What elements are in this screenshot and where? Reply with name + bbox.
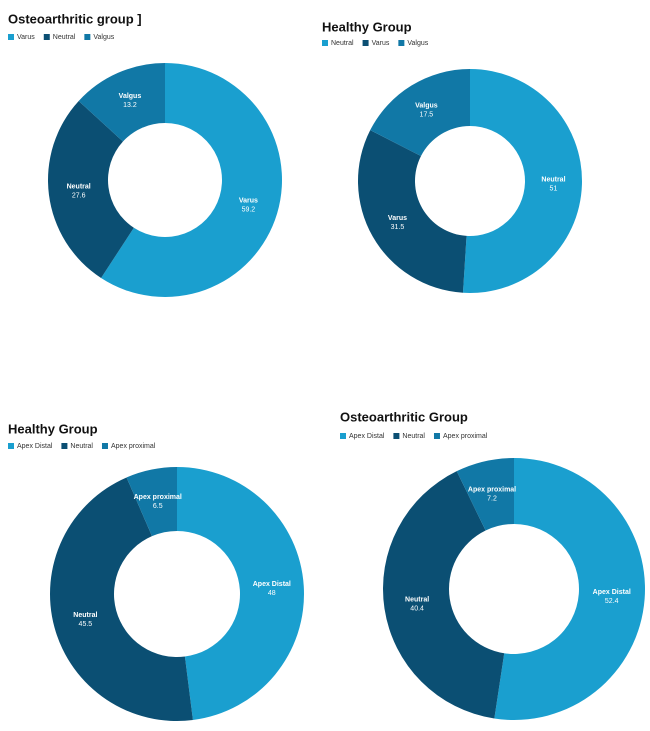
legend-label: Apex proximal — [443, 433, 488, 440]
legend-label: Apex Distal — [349, 433, 385, 440]
legend-swatch — [43, 34, 50, 40]
slice-category: Valgus — [415, 103, 438, 110]
slice-category: Apex Distal — [593, 589, 631, 596]
legend-swatch — [433, 433, 440, 439]
slice-value: 51 — [550, 185, 558, 192]
donut-slice — [358, 130, 467, 293]
donut-slice — [49, 477, 193, 721]
legend-label: Varus — [372, 40, 390, 47]
donut-slice — [101, 63, 282, 297]
slice-value: 7.2 — [487, 495, 497, 502]
donut-slice — [126, 467, 177, 537]
donut-slice — [462, 69, 582, 293]
legend-label: Neutral — [70, 443, 93, 450]
legend-swatch — [101, 443, 108, 449]
chart-title: Healthy Group — [322, 19, 412, 34]
chart-title: Osteoarthritic group ] — [8, 11, 142, 26]
slice-value: 6.5 — [153, 503, 163, 510]
legend-label: Valgus — [407, 40, 428, 47]
slice-category: Varus — [388, 215, 407, 222]
donut-slice — [48, 100, 134, 278]
donut-chart: Osteoarthritic group ] Varus Neutral Valgus… — [8, 11, 282, 297]
legend-swatch — [398, 40, 405, 46]
donut-slice — [78, 63, 165, 142]
legend-label: Apex proximal — [111, 443, 156, 450]
slice-category: Apex Distal — [253, 581, 291, 588]
legend-swatch — [393, 433, 400, 439]
donut-slice — [370, 69, 470, 157]
donut-slice — [456, 458, 514, 531]
slice-category: Neutral — [73, 612, 97, 619]
legend-swatch — [84, 34, 91, 40]
chart-title: Healthy Group — [8, 421, 98, 436]
legend-swatch — [340, 433, 346, 439]
legend-swatch — [8, 34, 14, 40]
donut-slice — [383, 471, 505, 719]
legend-label: Valgus — [93, 34, 114, 41]
slice-category: Varus — [239, 198, 258, 205]
slice-category: Valgus — [119, 93, 142, 100]
legend-swatch — [322, 40, 328, 46]
donut-chart: Osteoarthritic Group Apex Distal Neutral Ap… — [340, 409, 646, 720]
legend-label: Neutral — [53, 34, 76, 41]
legend-label: Varus — [17, 34, 35, 41]
legend-swatch — [362, 40, 369, 46]
slice-value: 40.4 — [410, 606, 424, 613]
slice-category: Neutral — [405, 597, 429, 604]
slice-value: 45.5 — [79, 621, 93, 628]
slice-category: Neutral — [541, 176, 565, 183]
slice-category: Apex proximal — [134, 494, 182, 501]
chart-title: Osteoarthritic Group — [340, 409, 468, 424]
legend-label: Neutral — [331, 40, 354, 47]
donut-chart: Healthy Group Neutral Varus Valgus Neutral 51… — [322, 19, 582, 293]
legend-label: Apex Distal — [17, 443, 53, 450]
donut-chart: Healthy Group Apex Distal Neutral Apex prox… — [8, 421, 305, 721]
slice-value: 31.5 — [391, 224, 405, 231]
donut-slice — [494, 458, 646, 720]
legend-label: Neutral — [402, 433, 425, 440]
slice-category: Apex proximal — [468, 486, 516, 493]
slice-value: 27.6 — [72, 193, 86, 200]
legend-swatch — [61, 443, 68, 449]
legend-swatch — [8, 443, 14, 449]
slice-value: 48 — [268, 590, 276, 597]
slice-value: 17.5 — [420, 112, 434, 119]
slice-value: 13.2 — [123, 102, 137, 109]
slice-value: 59.2 — [242, 207, 256, 214]
slice-value: 52.4 — [605, 598, 619, 605]
slice-category: Neutral — [67, 184, 91, 191]
donut-slice — [177, 466, 305, 720]
